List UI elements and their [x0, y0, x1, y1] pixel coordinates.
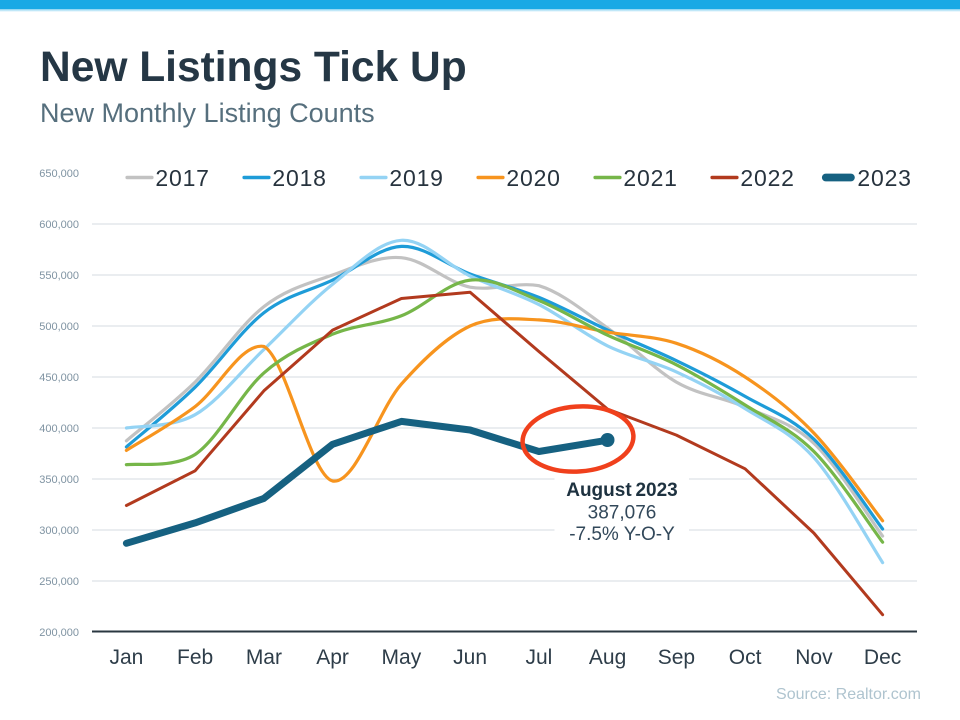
svg-text:-7.5% Y-O-Y: -7.5% Y-O-Y — [569, 524, 675, 545]
svg-text:Nov: Nov — [795, 646, 833, 669]
svg-text:Jan: Jan — [109, 646, 143, 669]
svg-text:Dec: Dec — [864, 646, 901, 669]
svg-text:300,000: 300,000 — [39, 525, 79, 537]
svg-text:2018: 2018 — [272, 165, 326, 191]
svg-text:Apr: Apr — [316, 646, 349, 669]
svg-text:Feb: Feb — [177, 646, 213, 669]
svg-text:400,000: 400,000 — [39, 423, 79, 435]
svg-text:August 2023: August 2023 — [566, 480, 678, 501]
svg-text:550,000: 550,000 — [39, 270, 79, 282]
svg-text:Source: Realtor.com: Source: Realtor.com — [776, 686, 921, 703]
svg-text:New Monthly Listing Counts: New Monthly Listing Counts — [40, 98, 375, 128]
svg-text:Oct: Oct — [729, 646, 762, 669]
svg-text:May: May — [382, 646, 422, 669]
svg-text:2021: 2021 — [623, 165, 677, 191]
svg-text:Jul: Jul — [525, 646, 552, 669]
svg-text:450,000: 450,000 — [39, 372, 79, 384]
svg-text:600,000: 600,000 — [39, 219, 79, 231]
svg-text:Jun: Jun — [453, 646, 487, 669]
svg-text:2020: 2020 — [506, 165, 560, 191]
svg-text:387,076: 387,076 — [588, 503, 657, 524]
svg-text:200,000: 200,000 — [39, 627, 79, 639]
svg-text:Mar: Mar — [246, 646, 282, 669]
svg-text:Aug: Aug — [589, 646, 626, 669]
svg-text:2023: 2023 — [857, 165, 911, 191]
svg-text:2019: 2019 — [389, 165, 443, 191]
svg-text:250,000: 250,000 — [39, 576, 79, 588]
svg-text:2017: 2017 — [155, 165, 209, 191]
svg-text:350,000: 350,000 — [39, 474, 79, 486]
svg-text:500,000: 500,000 — [39, 321, 79, 333]
svg-text:Sep: Sep — [658, 646, 695, 669]
svg-text:2022: 2022 — [740, 165, 794, 191]
svg-text:650,000: 650,000 — [39, 168, 79, 180]
svg-text:New Listings Tick Up: New Listings Tick Up — [40, 44, 467, 91]
